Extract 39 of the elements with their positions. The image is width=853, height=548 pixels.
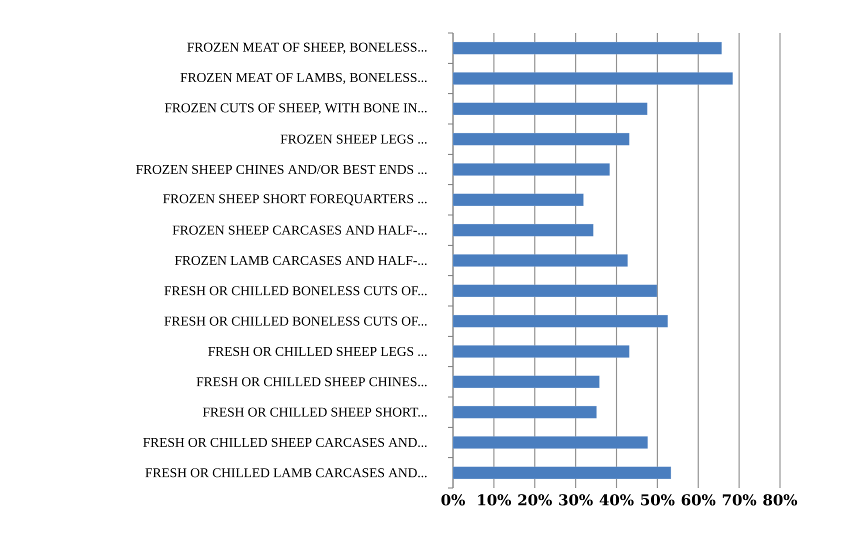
y-tick-label: FRESH OR CHILLED SHEEP SHORT...	[202, 408, 427, 417]
y-tick-label: FROZEN SHEEP SHORT FOREQUARTERS ...	[163, 194, 427, 206]
bar	[452, 72, 733, 85]
bar	[452, 376, 600, 388]
y-tick-label: FRESH OR CHILLED BONELESS CUTS OF...	[164, 286, 427, 296]
bar	[452, 284, 658, 298]
x-tick-label: 30%	[559, 494, 593, 506]
y-tick-label: FROZEN LAMB CARCASES AND HALF-...	[174, 256, 427, 266]
y-tick-label: FROZEN MEAT OF SHEEP, BONELESS...	[187, 42, 427, 54]
bar	[452, 466, 672, 480]
y-tick-label: FROZEN SHEEP CARCASES AND HALF-...	[172, 226, 427, 235]
x-tick-label: 10%	[478, 494, 512, 506]
bar	[452, 436, 648, 449]
y-tick-label: FROZEN SHEEP LEGS ...	[280, 134, 427, 144]
y-tick-label: FROZEN SHEEP CHINES AND/OR BEST ENDS ...	[136, 164, 427, 174]
x-tick-label: 70%	[722, 494, 756, 506]
y-tick-label: FRESH OR CHILLED SHEEP CARCASES AND...	[143, 438, 427, 448]
y-tick-label: FRESH OR CHILLED SHEEP CHINES...	[196, 377, 427, 386]
bar	[452, 42, 722, 54]
bar	[452, 345, 630, 358]
bar	[452, 102, 648, 116]
y-tick-label: FRESH OR CHILLED LAMB CARCASES AND...	[145, 468, 427, 478]
y-tick-label: FRESH OR CHILLED BONELESS CUTS OF...	[164, 316, 427, 326]
y-tick-label: FROZEN MEAT OF LAMBS, BONELESS...	[180, 73, 427, 84]
x-tick-label: 40%	[600, 494, 634, 506]
bar	[452, 194, 584, 206]
bar	[452, 163, 610, 176]
x-tick-label: 50%	[641, 494, 675, 506]
y-tick-label: FROZEN CUTS OF SHEEP, WITH BONE IN...	[164, 103, 427, 114]
x-tick-label: 80%	[763, 494, 798, 506]
x-tick-label: 60%	[682, 494, 716, 506]
bar	[452, 314, 668, 328]
x-tick-label: 0%	[441, 494, 465, 506]
x-tick-label: 20%	[518, 494, 552, 506]
bar	[452, 254, 628, 267]
bar	[452, 224, 594, 236]
bar	[452, 406, 597, 418]
y-tick-label: FRESH OR CHILLED SHEEP LEGS ...	[208, 346, 427, 356]
bar	[452, 132, 630, 146]
